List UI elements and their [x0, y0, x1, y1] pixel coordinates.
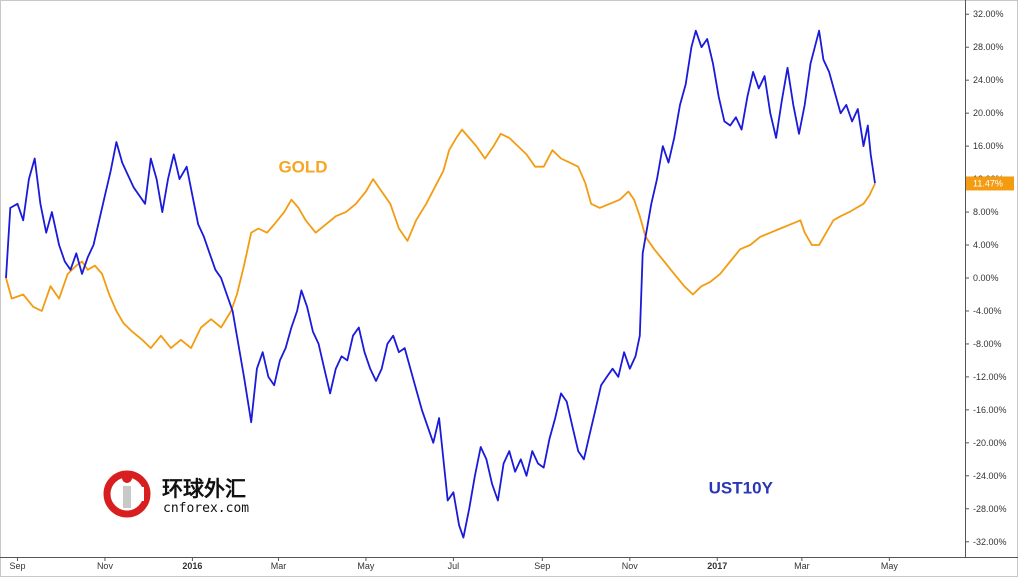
series-labels: GOLD UST10Y [278, 158, 773, 498]
y-tick-label: 20.00% [973, 108, 1004, 118]
y-tick-label: 16.00% [973, 141, 1004, 151]
logo-domain-text: cnforex.com [163, 501, 249, 516]
last-value-badge-label: 11.47% [973, 178, 1003, 188]
x-tick-label: Nov [622, 561, 639, 571]
y-tick-label: 28.00% [973, 42, 1004, 52]
series-label-gold: GOLD [278, 158, 327, 177]
y-tick-label: -28.00% [973, 504, 1007, 514]
x-tick-label: Sep [9, 561, 25, 571]
x-tick-label: May [881, 561, 899, 571]
last-value-badge: 11.47% [966, 176, 1014, 191]
cnforex-logo: 环球外汇 cnforex.com [103, 470, 249, 518]
series-line-ust10y [5, 29, 876, 539]
series [5, 29, 876, 539]
x-tick-label: Mar [271, 561, 287, 571]
x-tick-label: May [357, 561, 375, 571]
logo-dot [122, 473, 132, 483]
x-tick-label: Mar [794, 561, 810, 571]
y-tick-label: 8.00% [973, 207, 999, 217]
y-tick-label: -8.00% [973, 339, 1002, 349]
y-tick-label: 24.00% [973, 75, 1004, 85]
series-label-ust10y: UST10Y [709, 478, 774, 497]
y-tick-label: -4.00% [973, 306, 1002, 316]
x-tick-label: 2016 [182, 561, 202, 571]
y-tick-label: 32.00% [973, 9, 1004, 19]
x-tick-label: Nov [97, 561, 114, 571]
y-tick-label: 4.00% [973, 240, 999, 250]
y-tick-label: -32.00% [973, 537, 1007, 547]
x-tick-label: Jul [448, 561, 460, 571]
logo-chinese-text: 环球外汇 [162, 477, 246, 501]
last-value-badge-bg [966, 176, 1014, 191]
logo-bar [123, 486, 131, 508]
x-ticks: Sep Nov 2016 Mar May Jul Sep Nov 2017 Mar May [9, 557, 898, 571]
y-tick-label: -16.00% [973, 405, 1007, 415]
y-tick-label: -12.00% [973, 372, 1007, 382]
y-tick-label: 0.00% [973, 273, 999, 283]
y-tick-label: -24.00% [973, 471, 1007, 481]
x-tick-label: Sep [534, 561, 550, 571]
y-tick-label: -20.00% [973, 438, 1007, 448]
series-line-gold [5, 128, 876, 349]
logo-icon [103, 470, 151, 518]
x-tick-label: 2017 [707, 561, 727, 571]
